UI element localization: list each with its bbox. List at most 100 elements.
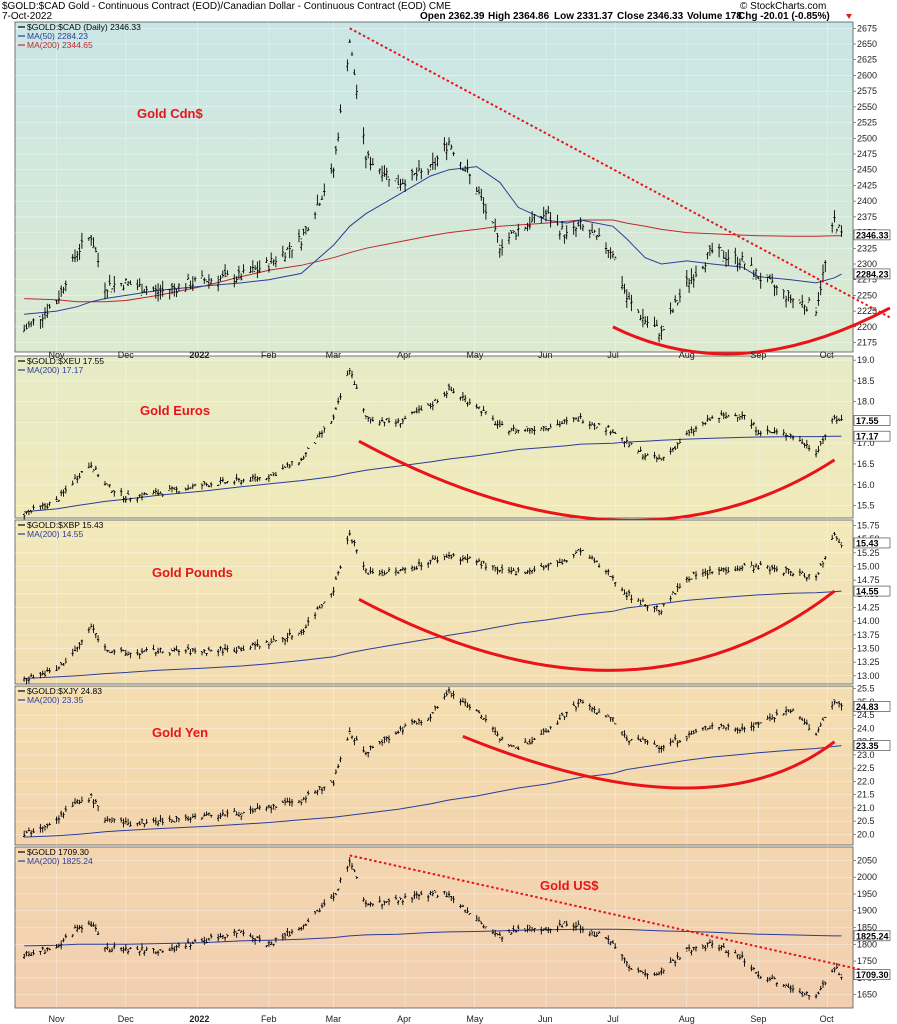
gold-eur-title: Gold Euros [140, 403, 210, 418]
gold-usd-ytick-label: 1850 [857, 923, 877, 933]
gold-usd-title: Gold US$ [540, 878, 599, 893]
gold-gbp-close-point [349, 533, 351, 535]
gold-usd-close-point [626, 963, 628, 965]
gold-cad-close-point [332, 169, 335, 171]
gold-gbp-close-point [626, 593, 628, 595]
gold-cad-last-value-box [853, 268, 891, 280]
gold-jpy-close-point [545, 730, 547, 732]
x-axis-label: Aug [679, 350, 695, 360]
gold-gbp-close-point [686, 576, 688, 579]
gold-gbp-close-point [300, 631, 302, 633]
gold-cad-close-point [125, 282, 127, 284]
gold-usd-ytick-label: 2050 [857, 855, 877, 865]
x-axis: Nov Dec 2022 Feb Mar Apr May Jun Jul Aug Sep Oct Nov… [49, 350, 835, 1024]
gold-cad-last-value-label: 2284.23 [856, 269, 889, 279]
gold-usd-close-point [349, 859, 351, 862]
gold-cad-last-value-label: 2346.33 [856, 230, 889, 240]
gold-jpy-close-point [476, 709, 478, 711]
gold-eur-close-point [429, 405, 432, 407]
quote-close: Close 2346.33 [617, 11, 684, 22]
gold-usd-close-point [757, 973, 759, 976]
gold-jpy-close-point [741, 727, 743, 730]
x-axis-label: Dec [118, 1014, 135, 1024]
gold-gbp-last-value-box [853, 537, 891, 549]
x-axis-label: Apr [397, 350, 411, 360]
gold-gbp-ytick-label: 15.25 [857, 548, 880, 558]
x-axis-label: Oct [820, 1014, 835, 1024]
gold-gbp-close-point [815, 576, 817, 579]
gold-usd-close-point [332, 896, 335, 898]
gold-eur-close-point [741, 413, 743, 415]
gold-jpy-close-point [90, 796, 92, 798]
gold-usd-last-value-label: 1825.24 [856, 931, 889, 941]
gold-cad-ytick-label: 2625 [857, 55, 877, 65]
gold-jpy-close-point [686, 735, 688, 737]
gold-usd-close-point [268, 943, 270, 945]
gold-usd-ytick-label: 2000 [857, 872, 877, 882]
gold-eur-close-point [815, 450, 817, 453]
gold-eur-close-point [90, 463, 92, 465]
gold-gbp-close-point [240, 647, 242, 650]
gold-gbp-close-point [741, 565, 743, 568]
gold-usd-close-point [104, 947, 106, 949]
gold-usd-ytick-label: 1800 [857, 939, 877, 949]
gold-gbp-close-point [660, 609, 662, 611]
gold-jpy-close-point [833, 701, 836, 703]
gold-usd-close-point [790, 985, 792, 987]
gold-jpy-ytick-label: 21.0 [857, 803, 875, 813]
gold-eur-last-value-label: 17.17 [856, 432, 879, 442]
gold-cad-close-point [612, 250, 614, 253]
gold-cad-close-point [365, 156, 367, 158]
gold-cad-ytick-label: 2325 [857, 243, 877, 253]
gold-jpy-close-point [240, 812, 242, 814]
gold-jpy-close-point [448, 690, 450, 692]
gold-usd-close-point [517, 930, 519, 932]
gold-gbp-close-point [545, 565, 547, 568]
gold-eur-plot-area [14, 355, 854, 519]
gold-jpy-ytick-label: 21.5 [857, 790, 875, 800]
gold-gbp-ytick-label: 13.00 [857, 671, 880, 681]
gold-gbp-ytick-label: 14.75 [857, 575, 880, 585]
gold-usd-close-point [76, 926, 78, 929]
down-arrow-icon [846, 14, 852, 19]
gold-jpy-close-point [757, 722, 759, 724]
gold-cad-close-point [240, 275, 242, 278]
gold-eur-ytick-label: 18.5 [857, 376, 875, 386]
x-axis-label: Sep [750, 1014, 766, 1024]
gold-gbp-close-point [365, 571, 367, 573]
gold-usd-close-point [429, 893, 432, 895]
gold-gbp-close-point [644, 604, 646, 606]
gold-cad-close-point [476, 187, 478, 190]
gold-gbp-ytick-label: 15.75 [857, 520, 880, 530]
gold-eur-close-point [203, 484, 205, 486]
gold-cad-ytick-label: 2575 [857, 86, 877, 96]
gold-eur-close-point [125, 496, 127, 498]
gold-usd-trendline [349, 854, 861, 971]
gold-cad-ytick-label: 2175 [857, 338, 877, 348]
gold-cad-ma50-line [24, 166, 842, 315]
gold-cad-close-point [429, 169, 432, 171]
quote-open: Open 2362.39 [420, 11, 485, 22]
gold-jpy-close-point [612, 719, 614, 722]
gold-gbp-close-point [23, 677, 25, 680]
gold-cad-close-point [23, 329, 25, 331]
gold-eur-close-point [840, 419, 843, 421]
gold-gbp-close-point [332, 587, 335, 589]
gold-jpy-ytick-label: 22.0 [857, 776, 875, 786]
gold-gbp-legend-entry: MA(200) 14.55 [27, 529, 83, 539]
gold-jpy-close-point [840, 705, 843, 708]
gold-cad-ytick-label: 2425 [857, 180, 877, 190]
chart-header: $GOLD:$CAD Gold - Continuous Contract (E… [2, 1, 852, 22]
gold-usd-ytick-label: 1900 [857, 906, 877, 916]
x-axis-label: Oct [820, 350, 835, 360]
gold-cad-close-point [815, 307, 817, 309]
gold-jpy-ytick-label: 22.5 [857, 763, 875, 773]
gold-jpy-ytick-label: 23.0 [857, 750, 875, 760]
gold-eur-close-point [268, 475, 270, 478]
gold-cad-last-value-box [853, 229, 891, 241]
gold-jpy-ytick-label: 20.5 [857, 816, 875, 826]
gold-cad-ytick-label: 2250 [857, 290, 877, 300]
gold-eur-close-point [644, 455, 646, 457]
gold-eur-ma200-line [24, 435, 842, 513]
gold-gbp-close-point [429, 560, 432, 562]
